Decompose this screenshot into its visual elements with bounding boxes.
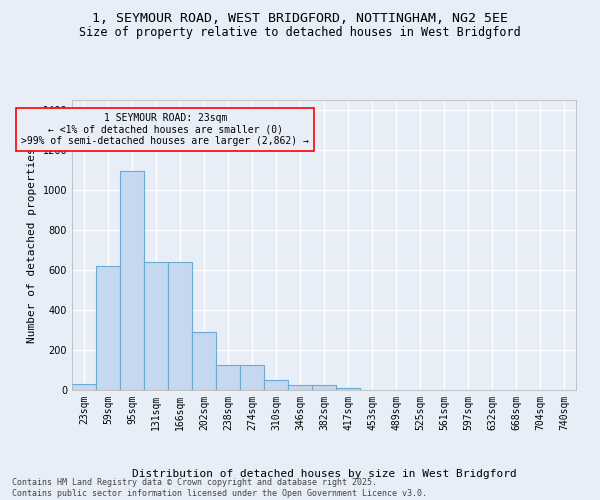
Bar [96, 266, 120, 390]
Text: 1, SEYMOUR ROAD, WEST BRIDGFORD, NOTTINGHAM, NG2 5EE: 1, SEYMOUR ROAD, WEST BRIDGFORD, NOTTING… [92, 12, 508, 26]
Text: Size of property relative to detached houses in West Bridgford: Size of property relative to detached ho… [79, 26, 521, 39]
Text: Contains HM Land Registry data © Crown copyright and database right 2025.
Contai: Contains HM Land Registry data © Crown c… [12, 478, 427, 498]
Bar [168, 262, 192, 390]
Y-axis label: Number of detached properties: Number of detached properties [27, 147, 37, 343]
Bar [336, 388, 360, 390]
X-axis label: Distribution of detached houses by size in West Bridgford: Distribution of detached houses by size … [131, 469, 517, 479]
Bar [240, 365, 264, 390]
Bar [120, 171, 144, 390]
Bar [312, 385, 336, 390]
Bar [192, 332, 216, 390]
Bar [72, 384, 96, 390]
Bar [216, 365, 240, 390]
Text: 1 SEYMOUR ROAD: 23sqm
← <1% of detached houses are smaller (0)
>99% of semi-deta: 1 SEYMOUR ROAD: 23sqm ← <1% of detached … [22, 113, 309, 146]
Bar [144, 262, 168, 390]
Bar [288, 385, 312, 390]
Bar [264, 380, 288, 390]
